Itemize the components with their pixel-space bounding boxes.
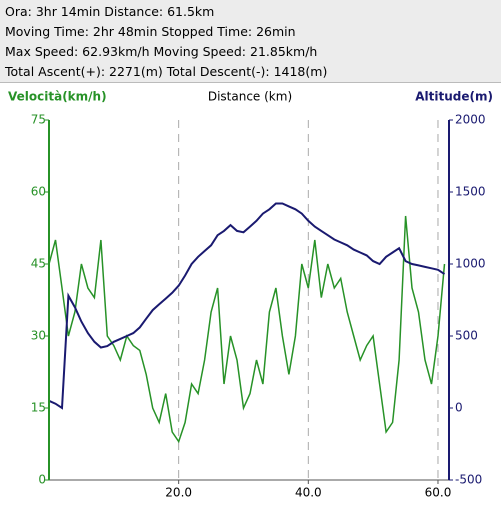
x-tick-label: 40.0 [295,486,322,500]
stat-line: Ora: 3hr 14min Distance: 61.5km [5,4,215,19]
y2-tick-label: 0 [455,401,463,415]
y-tick-label: 0 [38,473,46,487]
x-tick-label: 20.0 [165,486,192,500]
y-tick-label: 30 [31,329,46,343]
y2-axis-title: Altitude(m) [415,90,493,104]
stat-line: Total Ascent(+): 2271(m) Total Descent(-… [5,64,328,79]
y2-tick-label: 1500 [455,185,486,199]
y2-tick-label: 500 [455,329,478,343]
stat-line: Max Speed: 62.93km/h Moving Speed: 21.85… [5,44,318,59]
chart: Velocità(km/h) Distance (km) Altitude(m) 20… [8,90,493,500]
y2-tick-label: 2000 [455,113,486,127]
series-line [48,202,446,410]
y-tick-label: 75 [31,113,46,127]
stats-panel: Ora: 3hr 14min Distance: 61.5km Moving Ti… [0,0,501,83]
y-tick-label: 45 [31,257,46,271]
y-axis-title: Velocità(km/h) [8,90,107,104]
y-tick-label: 60 [31,185,46,199]
stat-line: Moving Time: 2hr 48min Stopped Time: 26m… [5,24,296,39]
x-tick-label: 60.0 [425,486,452,500]
series-line [48,215,446,444]
y2-tick-label: 1000 [455,257,486,271]
y2-tick-label: -500 [455,473,482,487]
x-axis-title: Distance (km) [208,90,292,104]
y-tick-label: 15 [31,401,46,415]
